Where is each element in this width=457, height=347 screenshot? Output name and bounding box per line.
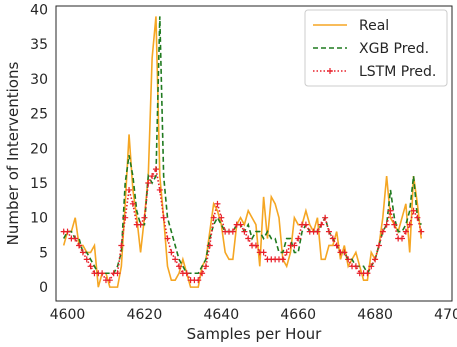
series-marker xyxy=(318,221,325,228)
series-marker xyxy=(372,256,379,263)
y-tick-label: 5 xyxy=(39,245,48,261)
series-marker xyxy=(202,263,209,270)
series-marker xyxy=(241,228,248,235)
y-tick-label: 40 xyxy=(30,2,48,18)
series-marker xyxy=(325,228,332,235)
series-marker xyxy=(329,235,336,242)
series-marker xyxy=(149,173,156,180)
series-2 xyxy=(60,166,425,284)
x-tick-label: 4620 xyxy=(127,307,163,323)
y-tick-label: 10 xyxy=(30,211,48,227)
series-marker xyxy=(237,221,244,228)
plot-frame xyxy=(55,5,453,302)
series-marker xyxy=(214,200,221,207)
series-marker xyxy=(99,270,106,277)
series-marker xyxy=(129,200,136,207)
legend-label: Real xyxy=(359,18,389,34)
series-marker xyxy=(176,263,183,270)
series-marker xyxy=(283,249,290,256)
series-marker xyxy=(199,270,206,277)
series-marker xyxy=(83,256,90,263)
series-marker xyxy=(302,221,309,228)
series-marker xyxy=(164,235,171,242)
x-tick-label: 4660 xyxy=(280,307,316,323)
series-marker xyxy=(195,277,202,284)
series-marker xyxy=(137,221,144,228)
series-marker xyxy=(414,214,421,221)
series-marker xyxy=(141,214,148,221)
series-marker xyxy=(206,242,213,249)
y-tick-label: 0 xyxy=(39,280,48,296)
series-marker xyxy=(295,235,302,242)
series-marker xyxy=(145,180,152,186)
series-marker xyxy=(87,263,94,270)
legend-marker xyxy=(327,68,333,74)
series-marker xyxy=(291,242,298,249)
y-tick-label: 35 xyxy=(30,37,48,53)
series-marker xyxy=(106,277,113,284)
series-marker xyxy=(210,214,217,221)
series-marker xyxy=(364,270,371,277)
series-marker xyxy=(333,242,340,249)
series-marker xyxy=(79,249,86,256)
legend-label: LSTM Pred. xyxy=(359,64,436,80)
y-tick-label: 30 xyxy=(30,72,48,88)
y-tick-label: 20 xyxy=(30,141,48,157)
series-marker xyxy=(114,270,121,277)
series-marker xyxy=(399,235,406,242)
x-tick-label: 4680 xyxy=(357,307,393,323)
series-marker xyxy=(368,263,375,270)
series-marker xyxy=(72,235,79,242)
series-marker xyxy=(76,242,83,249)
series-marker xyxy=(118,242,125,249)
series-marker xyxy=(345,256,352,263)
series-marker xyxy=(218,214,225,221)
series-marker xyxy=(245,235,252,242)
series-marker xyxy=(252,242,259,249)
series-marker xyxy=(379,228,386,235)
series-marker xyxy=(406,221,413,228)
y-tick-label: 25 xyxy=(30,107,48,123)
y-axis-ticks: 0 5 10 15 20 25 30 35 40 xyxy=(30,2,48,296)
series-marker xyxy=(418,228,425,235)
series-marker xyxy=(64,228,71,235)
series-marker xyxy=(410,207,417,214)
y-tick-label: 15 xyxy=(30,176,48,192)
series-marker xyxy=(229,228,236,235)
series-marker xyxy=(183,270,190,277)
legend-box xyxy=(304,9,448,87)
series-marker xyxy=(375,242,382,249)
plot-area xyxy=(60,16,425,288)
series-marker xyxy=(279,256,286,263)
series-marker xyxy=(122,214,129,221)
y-axis-label: Number of Interventions xyxy=(4,62,22,246)
series-marker xyxy=(156,186,163,193)
x-tick-label: 4640 xyxy=(204,307,240,323)
series-marker xyxy=(152,166,159,173)
series-marker xyxy=(322,214,329,221)
series-marker xyxy=(168,249,175,256)
series-marker xyxy=(260,249,267,256)
x-tick-label: 4600 xyxy=(50,307,86,323)
legend: Real XGB Pred. LSTM Pred. xyxy=(304,9,448,87)
series-marker xyxy=(352,263,359,270)
series-marker xyxy=(383,221,390,228)
series-marker xyxy=(314,228,321,235)
series-marker xyxy=(402,228,409,235)
series-marker xyxy=(391,221,398,228)
series-marker xyxy=(341,249,348,256)
series-marker xyxy=(172,256,179,263)
series-marker xyxy=(160,214,167,221)
series-marker xyxy=(126,186,133,193)
series-marker xyxy=(387,207,394,214)
legend-label: XGB Pred. xyxy=(359,41,429,57)
x-axis-label: Samples per Hour xyxy=(187,325,322,343)
